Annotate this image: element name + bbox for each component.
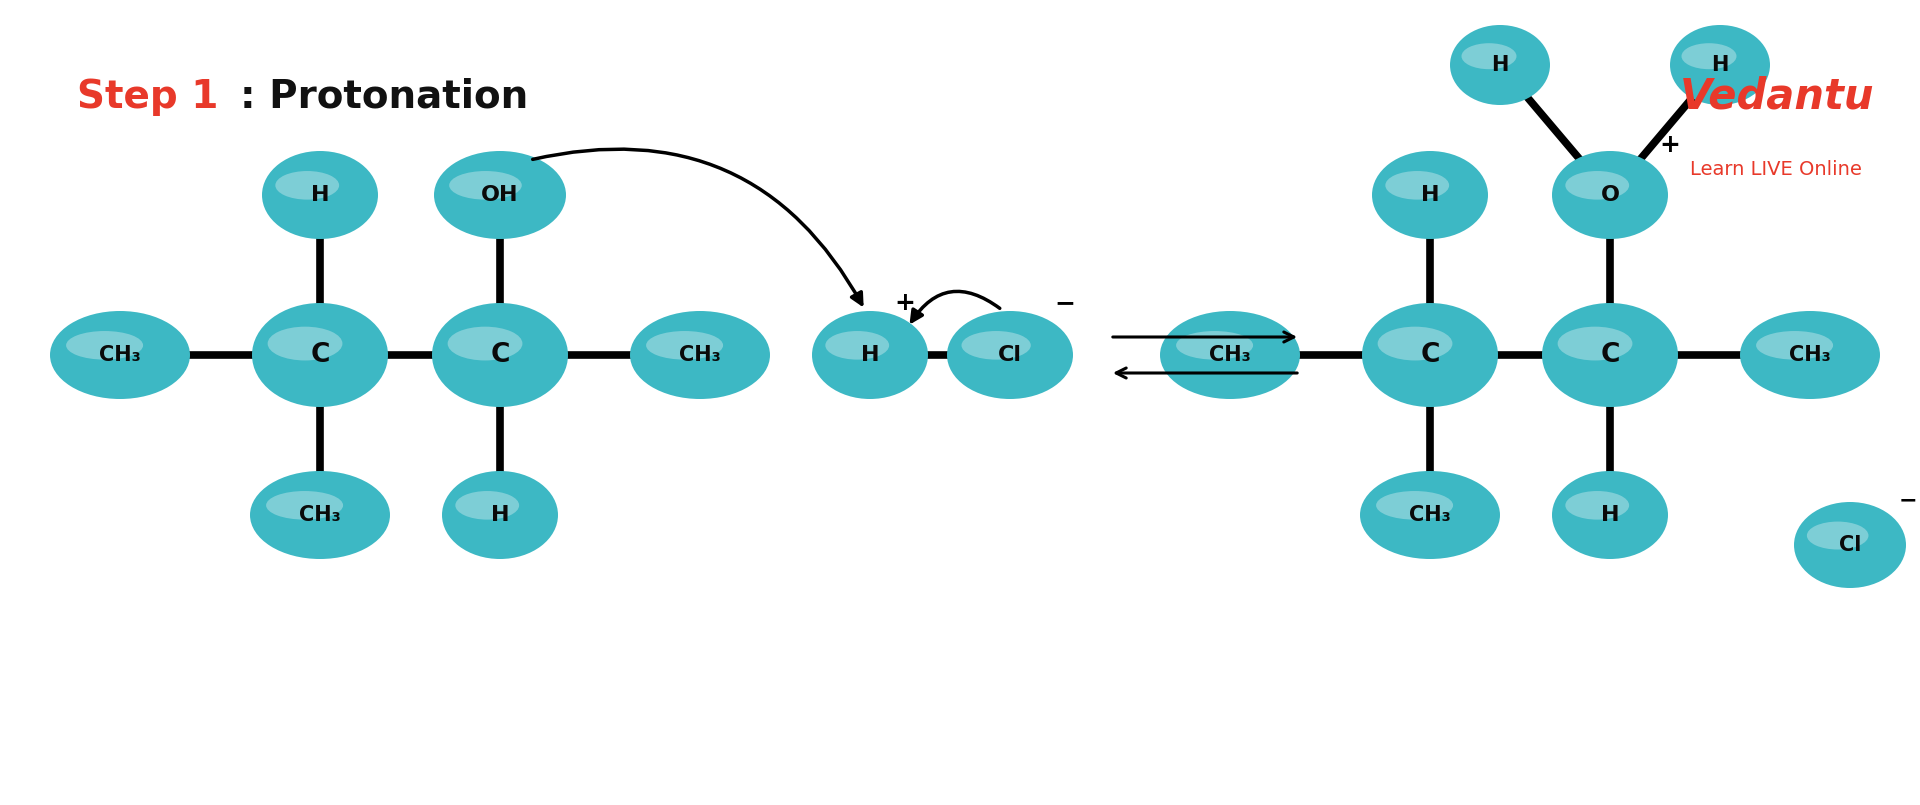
Text: C: C	[1599, 342, 1620, 368]
Text: Learn LIVE Online: Learn LIVE Online	[1690, 159, 1862, 179]
Ellipse shape	[1757, 331, 1834, 360]
Ellipse shape	[1793, 502, 1907, 588]
Ellipse shape	[1359, 471, 1500, 559]
Ellipse shape	[1386, 171, 1450, 200]
Text: H: H	[1601, 505, 1619, 525]
Ellipse shape	[50, 311, 190, 399]
Text: −: −	[1899, 490, 1918, 510]
Ellipse shape	[442, 471, 559, 559]
Ellipse shape	[261, 151, 378, 239]
Text: H: H	[492, 505, 509, 525]
FancyArrowPatch shape	[912, 291, 1000, 321]
Ellipse shape	[1542, 303, 1678, 407]
Ellipse shape	[1807, 522, 1868, 550]
Ellipse shape	[1670, 25, 1770, 105]
Text: O: O	[1601, 185, 1619, 205]
Ellipse shape	[267, 491, 344, 519]
Ellipse shape	[962, 331, 1031, 360]
Ellipse shape	[455, 491, 518, 519]
FancyArrowPatch shape	[532, 149, 862, 304]
Ellipse shape	[1373, 151, 1488, 239]
Text: H: H	[311, 185, 328, 205]
Ellipse shape	[1551, 151, 1668, 239]
Ellipse shape	[630, 311, 770, 399]
Text: C: C	[1421, 342, 1440, 368]
Ellipse shape	[1565, 171, 1630, 200]
Ellipse shape	[432, 303, 568, 407]
Ellipse shape	[1740, 311, 1880, 399]
Text: +: +	[1659, 133, 1680, 157]
Ellipse shape	[65, 331, 144, 360]
Ellipse shape	[275, 171, 340, 200]
Text: H: H	[1711, 55, 1728, 75]
Ellipse shape	[647, 331, 724, 360]
Text: CH₃: CH₃	[300, 505, 342, 525]
Ellipse shape	[1379, 327, 1452, 361]
Text: CH₃: CH₃	[680, 345, 720, 365]
Ellipse shape	[1377, 491, 1453, 519]
Text: C: C	[490, 342, 509, 368]
Ellipse shape	[1177, 331, 1254, 360]
Ellipse shape	[812, 311, 927, 399]
Text: H: H	[860, 345, 879, 365]
Text: C: C	[311, 342, 330, 368]
Ellipse shape	[1361, 303, 1498, 407]
Ellipse shape	[826, 331, 889, 360]
Text: −: −	[1054, 291, 1075, 315]
Text: OH: OH	[482, 185, 518, 205]
Ellipse shape	[1551, 471, 1668, 559]
Ellipse shape	[252, 303, 388, 407]
Ellipse shape	[1565, 491, 1630, 519]
Text: : Protonation: : Protonation	[240, 77, 528, 116]
Text: Cl: Cl	[998, 345, 1021, 365]
Text: CH₃: CH₃	[1210, 345, 1250, 365]
Text: CH₃: CH₃	[100, 345, 140, 365]
Text: +: +	[895, 291, 916, 315]
Ellipse shape	[1557, 327, 1632, 361]
Ellipse shape	[1682, 43, 1736, 69]
Ellipse shape	[947, 311, 1073, 399]
Text: Step 1: Step 1	[77, 77, 219, 116]
Ellipse shape	[1160, 311, 1300, 399]
Text: CH₃: CH₃	[1789, 345, 1832, 365]
Ellipse shape	[1461, 43, 1517, 69]
Text: Cl: Cl	[1839, 535, 1860, 555]
Ellipse shape	[250, 471, 390, 559]
Text: H: H	[1421, 185, 1440, 205]
Text: CH₃: CH₃	[1409, 505, 1452, 525]
Text: H: H	[1492, 55, 1509, 75]
Ellipse shape	[447, 327, 522, 361]
Text: Vedantu: Vedantu	[1680, 76, 1874, 118]
Ellipse shape	[267, 327, 342, 361]
Ellipse shape	[434, 151, 566, 239]
Ellipse shape	[449, 171, 522, 200]
Ellipse shape	[1450, 25, 1549, 105]
